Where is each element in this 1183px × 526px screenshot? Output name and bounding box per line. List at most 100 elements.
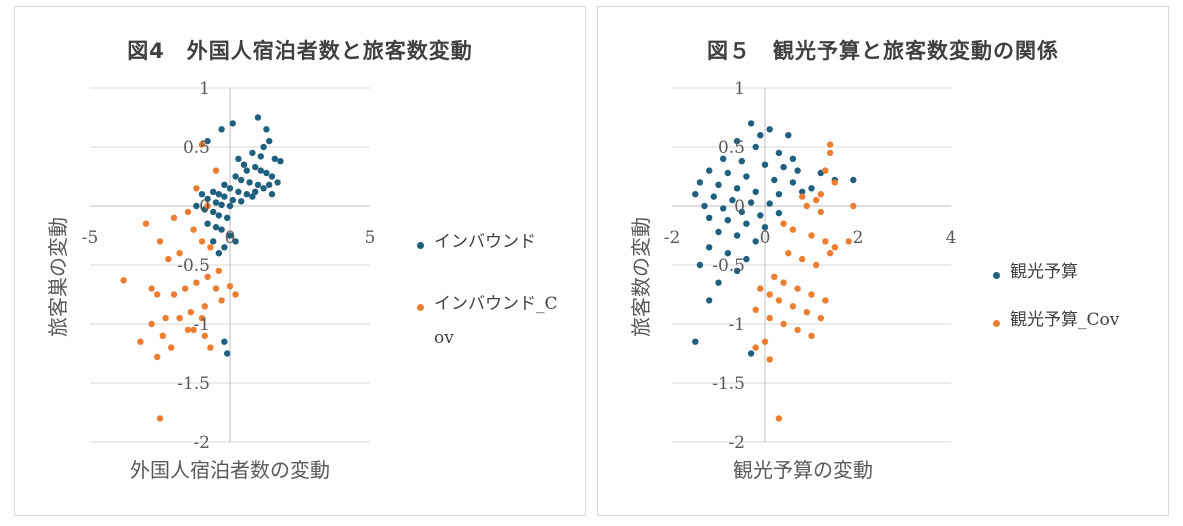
data-point-series-1 <box>775 209 783 217</box>
data-point-series-1 <box>212 224 220 231</box>
data-point-series-2 <box>148 320 155 328</box>
data-point-series-2 <box>204 202 211 210</box>
chart-title: 図５ 観光予算と旅客数変動の関係 <box>707 39 1059 63</box>
scatter-plot-left: 1 0.5 0 -0.5 -1 -1.5 -2 -5 0 5 外国人宿泊者数の変動 旅客巣の変動 <box>46 79 375 482</box>
data-point-series-1 <box>224 350 231 357</box>
data-point-series-1 <box>221 193 228 200</box>
data-point-series-1 <box>277 158 284 165</box>
data-point-series-2 <box>766 291 773 298</box>
data-point-series-2 <box>775 415 783 422</box>
data-point-series-1 <box>215 212 222 219</box>
data-point-series-2 <box>148 285 155 292</box>
data-point-series-2 <box>780 220 787 227</box>
data-point-series-1 <box>724 169 731 177</box>
data-point-series-1 <box>715 181 722 188</box>
data-point-series-1 <box>210 208 217 216</box>
data-point-series-2 <box>808 332 815 339</box>
data-point-series-1 <box>720 205 727 212</box>
data-point-series-2 <box>170 291 178 298</box>
data-point-series-2 <box>176 314 183 322</box>
data-point-series-1 <box>775 191 783 198</box>
y-tick-label: -1.5 <box>712 374 745 394</box>
x-tick-label: 2 <box>853 228 864 248</box>
data-point-series-1 <box>221 181 228 188</box>
data-point-series-2 <box>193 185 200 192</box>
y-axis-title: 旅客数の変動 <box>629 217 653 337</box>
data-point-series-1 <box>701 202 708 210</box>
data-point-series-1 <box>268 191 276 198</box>
data-point-series-1 <box>249 193 256 200</box>
data-point-series-2 <box>826 149 834 157</box>
data-point-series-2 <box>204 273 211 280</box>
x-tick-label: -2 <box>664 228 681 248</box>
data-point-series-2 <box>803 202 810 210</box>
data-point-series-2 <box>789 226 797 233</box>
data-point-series-1 <box>752 188 759 195</box>
data-point-series-1 <box>715 279 722 286</box>
data-point-series-2 <box>190 326 197 334</box>
data-point-series-1 <box>771 176 778 184</box>
data-point-series-2 <box>794 285 801 292</box>
data-point-series-1 <box>706 214 713 221</box>
data-point-series-2 <box>789 303 797 310</box>
data-point-series-1 <box>218 201 225 208</box>
data-point-series-2 <box>232 291 239 298</box>
data-point-series-2 <box>142 220 150 227</box>
data-point-series-2 <box>822 297 829 304</box>
data-point-series-2 <box>184 208 192 216</box>
data-point-series-1 <box>238 198 245 205</box>
data-point-series-2 <box>780 320 787 328</box>
data-point-series-1 <box>243 167 250 174</box>
data-point-series-2 <box>780 279 787 286</box>
data-point-series-2 <box>187 309 194 316</box>
data-point-series-2 <box>766 314 773 322</box>
data-point-series-1 <box>257 153 264 160</box>
data-point-series-1 <box>724 250 731 257</box>
data-point-series-1 <box>204 137 211 145</box>
data-point-series-1 <box>249 149 256 157</box>
legend-label-inbound: インバウンド <box>434 232 536 252</box>
data-point-series-2 <box>176 250 183 257</box>
data-point-series-1 <box>221 244 228 251</box>
legend-label-budget: 観光予算 <box>1010 262 1078 282</box>
data-point-series-2 <box>850 202 857 210</box>
x-axis-title: 観光予算の変動 <box>733 458 873 482</box>
data-point-series-2 <box>813 196 820 204</box>
data-point-series-2 <box>813 261 820 269</box>
data-point-series-1 <box>274 179 281 186</box>
data-point-series-1 <box>733 267 741 275</box>
data-point-series-2 <box>154 291 161 298</box>
data-point-series-2 <box>761 338 769 345</box>
data-point-series-1 <box>243 191 250 198</box>
data-point-series-2 <box>822 238 829 245</box>
data-point-series-2 <box>785 250 792 257</box>
data-point-series-2 <box>137 338 144 345</box>
data-point-series-1 <box>198 191 206 198</box>
y-tick-label: 0 <box>734 197 745 217</box>
y-axis-title: 旅客巣の変動 <box>46 217 70 337</box>
data-point-series-1 <box>263 126 270 133</box>
data-point-series-1 <box>733 137 741 145</box>
data-point-series-2 <box>803 309 810 316</box>
data-point-series-1 <box>789 155 797 162</box>
data-point-series-2 <box>817 208 824 216</box>
data-point-series-1 <box>780 163 787 171</box>
data-point-series-1 <box>789 179 797 186</box>
legend-label-inbound-cov: インバウンド_Cov <box>434 294 558 348</box>
data-point-series-1 <box>235 188 242 195</box>
legend-marker-inbound <box>417 242 424 249</box>
data-point-series-1 <box>266 137 273 145</box>
data-point-series-1 <box>743 255 750 263</box>
data-point-series-1 <box>733 232 741 239</box>
data-point-series-1 <box>752 143 759 151</box>
data-point-series-2 <box>218 297 225 304</box>
data-point-series-1 <box>757 212 764 219</box>
x-tick-label: 0 <box>225 228 236 248</box>
data-point-series-1 <box>785 132 792 139</box>
data-point-series-1 <box>210 238 217 245</box>
data-point-series-1 <box>747 199 755 206</box>
y-tick-label: 0.5 <box>718 138 745 158</box>
data-point-series-2 <box>156 415 164 422</box>
data-point-series-1 <box>204 195 211 203</box>
y-tick-label: -0.5 <box>177 256 210 276</box>
